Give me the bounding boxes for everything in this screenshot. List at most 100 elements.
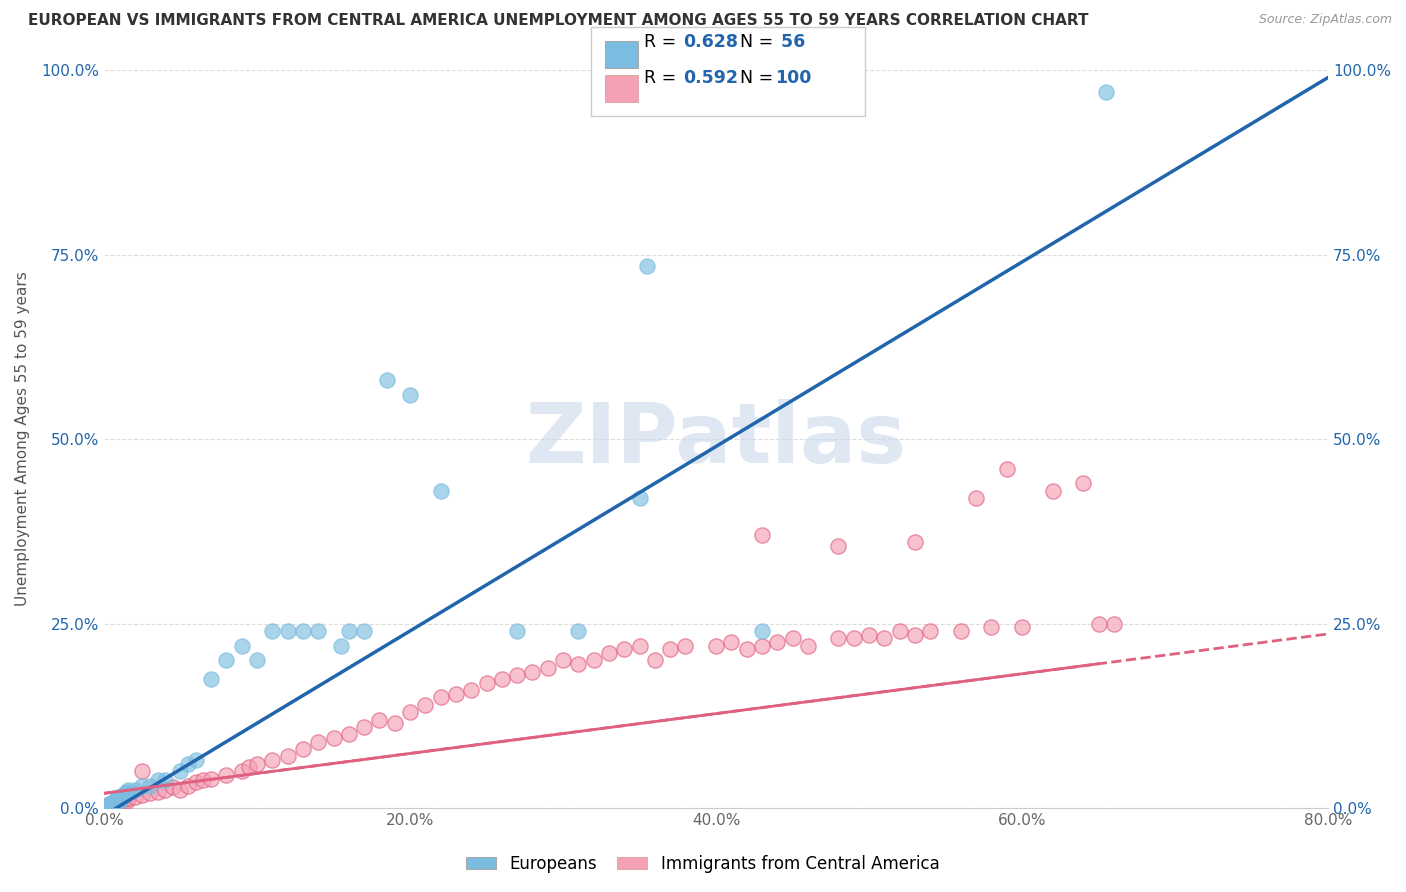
Point [107,797,129,811]
Point [97,797,120,812]
Point [215,653,238,667]
Point [444,687,467,701]
Point [537,661,560,675]
Point [184,775,207,789]
Point [238,760,260,774]
Point [1042,483,1064,498]
Point [96,798,118,813]
Point [949,624,972,638]
Point [97,798,120,813]
Point [100,798,122,813]
Point [399,388,422,402]
Text: 0.628: 0.628 [683,33,738,51]
Point [105,792,128,806]
Point [598,646,620,660]
Point [735,642,758,657]
Point [307,624,329,638]
Point [111,794,134,808]
Point [827,539,849,553]
Point [858,627,880,641]
Point [94,799,117,814]
Point [101,797,124,812]
Point [112,788,135,802]
Point [636,259,658,273]
Point [100,797,122,812]
Point [177,779,200,793]
Point [330,639,353,653]
Point [94,800,117,814]
Text: 56: 56 [775,33,806,51]
Point [460,683,482,698]
Point [429,690,451,705]
Point [100,798,122,813]
Point [108,796,131,810]
Point [96,799,118,814]
Point [104,797,127,811]
Point [105,797,128,812]
Point [100,796,122,810]
Point [108,790,131,805]
Point [98,799,121,814]
Point [177,756,200,771]
Point [231,764,253,779]
Point [98,797,121,812]
Point [193,772,215,787]
Point [98,797,121,811]
Point [399,705,422,719]
Point [720,635,742,649]
Point [920,624,942,638]
Point [110,792,132,806]
Point [231,639,253,653]
Point [262,753,284,767]
Point [995,461,1018,475]
Point [506,668,529,682]
Point [262,624,284,638]
Point [277,624,299,638]
Point [1087,616,1109,631]
Point [475,675,498,690]
Point [98,798,121,813]
Point [117,782,139,797]
Point [114,792,136,806]
Point [96,798,118,813]
Point [704,639,727,653]
Legend: Europeans, Immigrants from Central America: Europeans, Immigrants from Central Ameri… [460,848,946,880]
Point [1095,85,1118,99]
Point [337,624,360,638]
Point [115,794,138,808]
Point [415,698,437,712]
Text: ZIPatlas: ZIPatlas [526,399,907,480]
Point [124,790,146,805]
Text: R =: R = [644,69,682,87]
Point [117,791,139,805]
Point [97,798,120,813]
Point [97,798,120,813]
Point [169,764,191,779]
Point [110,795,132,809]
Point [101,797,124,811]
Point [644,653,666,667]
Point [200,672,222,686]
Point [827,632,849,646]
Point [112,794,135,808]
Point [1102,616,1125,631]
Point [96,799,118,814]
Point [131,788,153,802]
Point [904,535,927,549]
Text: N =: N = [740,33,779,51]
Point [131,779,153,793]
Point [337,727,360,741]
Point [115,785,138,799]
Text: 0.592: 0.592 [683,69,738,87]
Point [307,734,329,748]
Point [1011,620,1033,634]
Point [246,756,269,771]
Point [169,782,191,797]
Point [353,720,375,734]
Point [980,620,1002,634]
Point [675,639,697,653]
Point [873,632,896,646]
Point [105,796,128,810]
Point [162,780,184,795]
Point [97,799,120,814]
